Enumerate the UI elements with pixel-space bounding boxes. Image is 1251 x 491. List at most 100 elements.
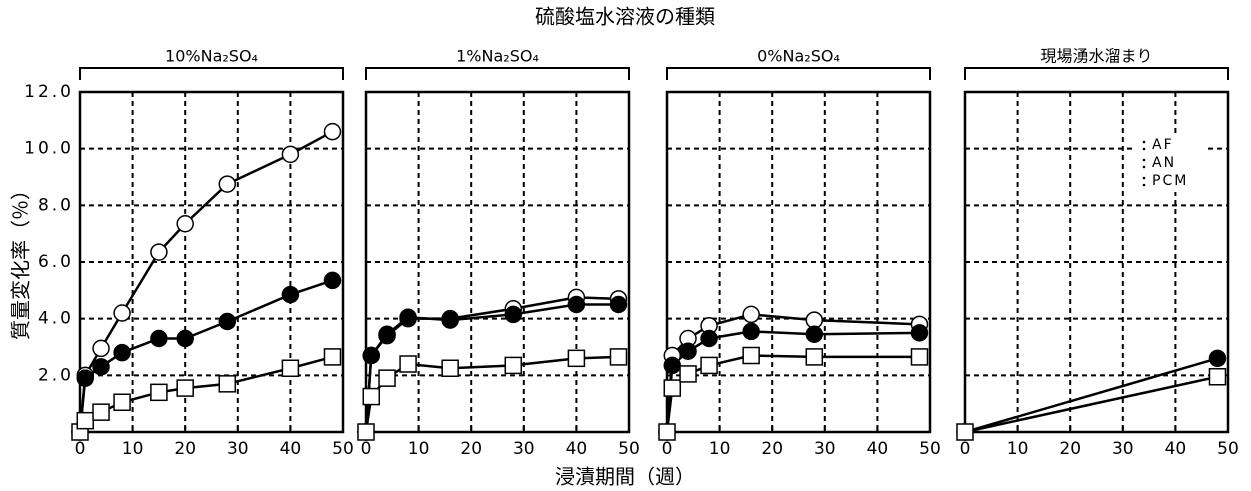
x-tick-label: 10 [709, 439, 731, 459]
marker [700, 329, 718, 348]
marker [113, 343, 131, 362]
panel-title: 1%Na₂SO₄ [456, 47, 539, 66]
plot-frame [364, 90, 631, 434]
marker [663, 356, 682, 375]
marker [362, 387, 381, 406]
panel-bracket [964, 67, 1229, 80]
x-tick-label: 20 [174, 439, 196, 459]
x-tick-label: 10 [122, 439, 144, 459]
marker [609, 295, 628, 314]
plot-frame [665, 90, 932, 434]
legend-colon [1142, 147, 1146, 151]
marker [441, 311, 459, 329]
series-line [964, 375, 1218, 434]
plot-frame [963, 90, 1230, 434]
marker [323, 122, 342, 141]
x-tick-label: 20 [1059, 439, 1081, 459]
marker [357, 423, 375, 441]
marker [378, 325, 396, 343]
legend-colon [1142, 165, 1146, 169]
y-tick-label: 8.0 [38, 195, 74, 215]
x-tick-label: 0 [662, 439, 673, 459]
x-tick-label: 50 [332, 439, 354, 459]
panel-title-bg [728, 48, 869, 66]
panel-title-bg [1026, 48, 1167, 66]
x-tick-label: 0 [361, 439, 372, 459]
panel-title-bg [427, 48, 568, 66]
panel-title: 0%Na₂SO₄ [757, 47, 840, 66]
marker [218, 312, 237, 331]
panel-title: 現場湧水溜まり [1040, 47, 1152, 66]
x-tick-label: 50 [1217, 439, 1239, 459]
marker [150, 243, 168, 261]
marker [362, 346, 381, 365]
marker [1208, 349, 1227, 368]
marker [150, 383, 168, 402]
plot-frame [78, 90, 345, 434]
legend-label: AF [1152, 137, 1174, 153]
marker [910, 348, 929, 366]
panel-title: 10%Na₂SO₄ [165, 47, 258, 66]
marker [323, 348, 342, 366]
marker [805, 325, 824, 343]
marker [910, 324, 929, 342]
series-line [665, 330, 920, 433]
legend-colon [1142, 183, 1146, 187]
x-tick-label: 50 [919, 439, 941, 459]
marker [658, 423, 676, 441]
x-tick-label: 40 [1165, 439, 1187, 459]
marker [700, 356, 718, 375]
y-tick-label: 2.0 [38, 365, 74, 385]
marker [281, 285, 300, 304]
marker [218, 375, 237, 393]
legend-colon [1142, 176, 1146, 180]
panel-bracket [666, 67, 931, 80]
x-tick-label: 0 [960, 439, 971, 459]
marker [76, 411, 95, 430]
x-tick-label: 40 [280, 439, 302, 459]
marker [378, 369, 396, 387]
y-axis-label: 質量変化率（％） [9, 180, 33, 340]
marker [567, 349, 586, 368]
marker [92, 358, 110, 376]
x-tick-label: 30 [513, 439, 535, 459]
x-tick-label: 0 [75, 439, 86, 459]
x-tick-label: 20 [761, 439, 783, 459]
marker [504, 356, 523, 375]
marker [281, 359, 300, 377]
marker [609, 348, 628, 366]
marker [176, 329, 194, 348]
x-tick-label: 30 [1112, 439, 1134, 459]
panel-bracket [79, 67, 344, 80]
marker [742, 346, 760, 365]
panel-title-bg [141, 48, 282, 66]
x-axis-label: 浸漬期間（週） [555, 465, 695, 489]
x-tick-label: 30 [814, 439, 836, 459]
legend-colon [1142, 140, 1146, 144]
marker [679, 342, 697, 360]
marker [441, 359, 459, 377]
marker [76, 369, 95, 387]
marker [1208, 368, 1227, 386]
x-tick-label: 20 [460, 439, 482, 459]
x-tick-label: 50 [618, 439, 640, 459]
marker [742, 305, 760, 324]
legend-bg [1136, 134, 1206, 192]
marker [679, 365, 697, 383]
marker [805, 348, 824, 366]
legend-label: AN [1152, 155, 1176, 171]
marker [92, 403, 110, 421]
chart-title: 硫酸塩水溶液の種類 [535, 5, 715, 29]
x-tick-label: 40 [566, 439, 588, 459]
marker [567, 295, 586, 314]
panel-bracket [365, 67, 630, 80]
y-tick-label: 12.0 [24, 82, 74, 102]
legend-label: PCM [1152, 173, 1188, 189]
x-tick-label: 10 [1007, 439, 1029, 459]
marker [399, 308, 417, 326]
legend-colon [1142, 158, 1146, 162]
series-line [964, 357, 1218, 434]
y-tick-label: 4.0 [38, 309, 74, 329]
marker [956, 423, 974, 441]
